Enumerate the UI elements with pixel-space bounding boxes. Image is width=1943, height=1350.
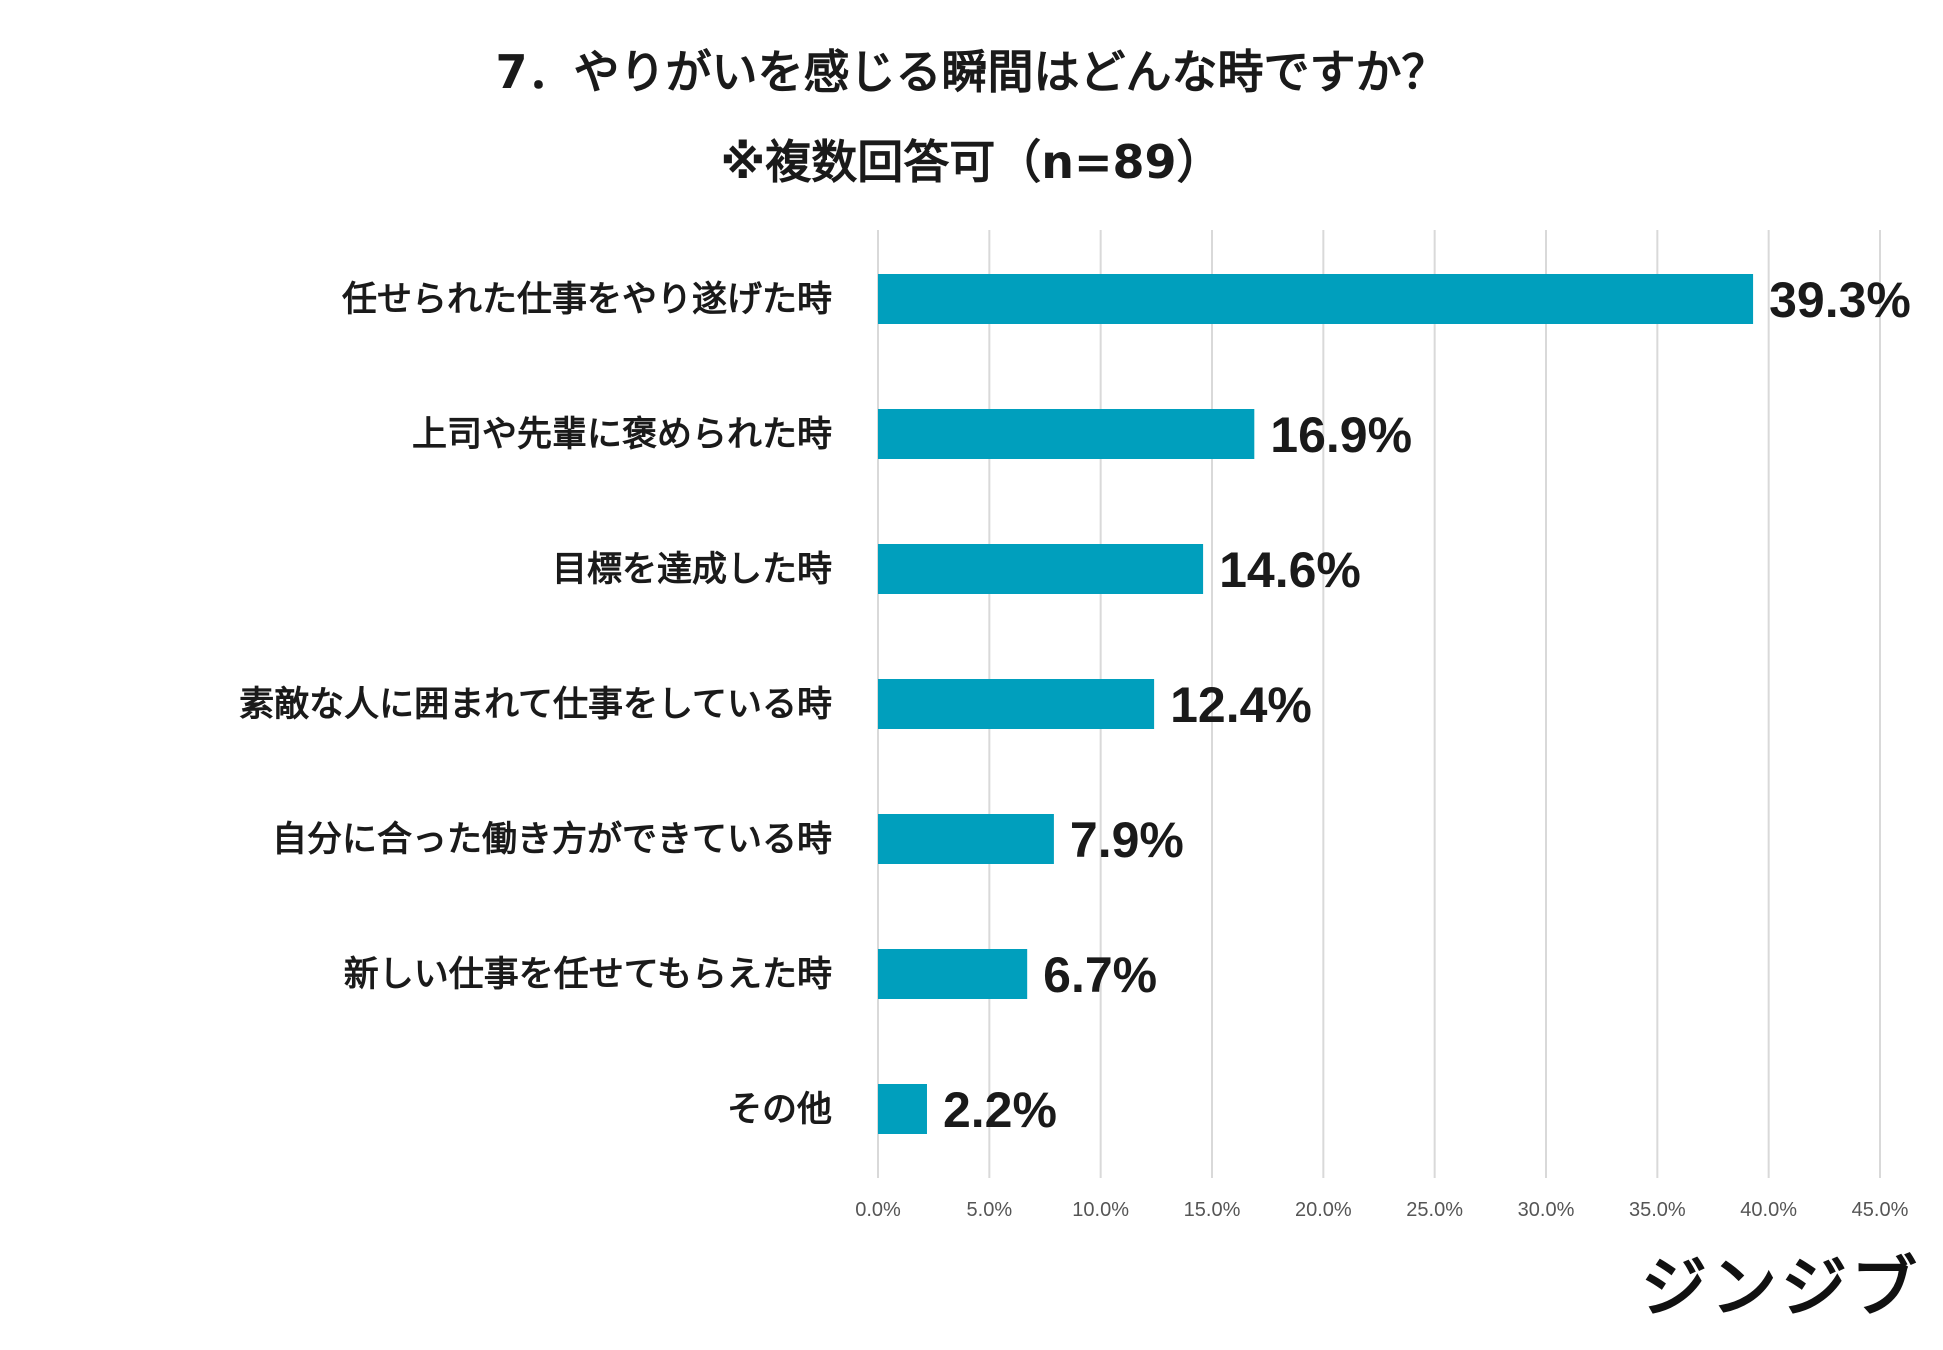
category-label: 自分に合った働き方ができている時: [272, 820, 832, 860]
x-tick-label: 0.0%: [855, 1199, 901, 1221]
value-label: 16.9%: [1270, 407, 1412, 463]
category-labels: 任せられた仕事をやり遂げた時上司や先輩に褒められた時目標を達成した時素敵な人に囲…: [239, 280, 832, 1130]
value-labels: 39.3% 16.9% 14.6% 12.4% 7.9% 6.7% 2.2%: [943, 272, 1911, 1138]
bar: [878, 679, 1155, 729]
category-label: その他: [727, 1090, 832, 1130]
bar: [878, 1084, 927, 1134]
value-label: 2.2%: [943, 1082, 1057, 1138]
brand-logo: ジンジブ: [1641, 1249, 1921, 1326]
bar: [878, 274, 1754, 324]
value-label: 7.9%: [1070, 812, 1184, 868]
x-tick-label: 25.0%: [1406, 1199, 1463, 1221]
value-label: 14.6%: [1219, 542, 1361, 598]
bar: [878, 949, 1028, 999]
chart-title: 7．やりがいを感じる瞬間はどんな時ですか？: [495, 45, 1448, 99]
x-tick-label: 35.0%: [1629, 1199, 1686, 1221]
x-tick-label: 10.0%: [1072, 1199, 1129, 1221]
category-label: 素敵な人に囲まれて仕事をしている時: [239, 685, 832, 725]
x-tick-label: 5.0%: [967, 1199, 1013, 1221]
x-tick-label: 40.0%: [1740, 1199, 1797, 1221]
x-tick-label: 45.0%: [1852, 1199, 1909, 1221]
bar: [878, 814, 1054, 864]
chart-subtitle: ※複数回答可（n=89）: [720, 135, 1223, 189]
x-tick-label: 20.0%: [1295, 1199, 1352, 1221]
value-label: 6.7%: [1043, 947, 1157, 1003]
value-label: 39.3%: [1769, 272, 1911, 328]
category-label: 上司や先輩に褒められた時: [412, 415, 832, 455]
x-tick-label: 15.0%: [1184, 1199, 1241, 1221]
x-axis-tick-labels: 0.0% 5.0% 10.0% 15.0% 20.0% 25.0% 30.0% 35.0% 40…: [855, 1199, 1908, 1221]
category-label: 目標を達成した時: [552, 550, 832, 590]
category-label: 新しい仕事を任せてもらえた時: [344, 955, 832, 995]
bar: [878, 409, 1255, 459]
x-tick-label: 30.0%: [1518, 1199, 1575, 1221]
bar: [878, 544, 1204, 594]
bars: [878, 274, 1754, 1134]
value-label: 12.4%: [1170, 677, 1312, 733]
category-label: 任せられた仕事をやり遂げた時: [342, 280, 832, 320]
